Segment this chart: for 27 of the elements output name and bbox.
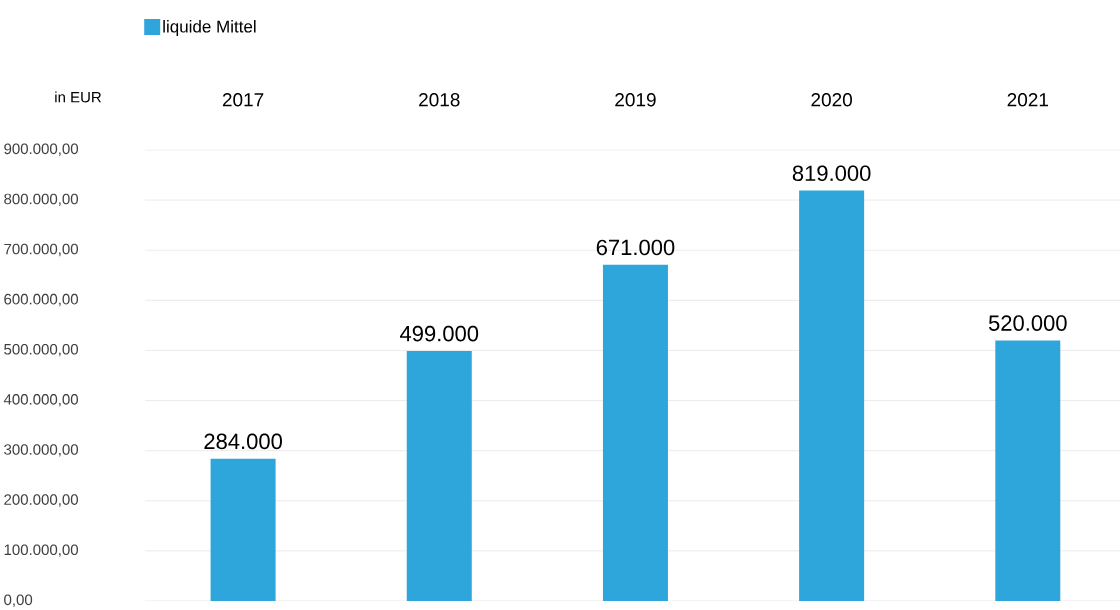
legend-label: liquide Mittel [163, 20, 256, 36]
y-tick-label: 500.000,00 [4, 343, 79, 357]
x-tick-label: 2018 [419, 93, 460, 107]
y-tick-label: 300.000,00 [4, 444, 79, 457]
y-tick-label: 700.000,00 [4, 243, 79, 257]
x-tick-label: 2017 [222, 93, 264, 107]
bar [799, 190, 865, 601]
data-label: 284.000 [204, 433, 282, 450]
bar [602, 264, 668, 601]
x-tick-label: 2021 [1007, 93, 1048, 107]
y-axis-title: in EUR [55, 91, 102, 103]
data-label: 499.000 [400, 325, 479, 342]
bar [406, 350, 472, 601]
bar [995, 340, 1061, 601]
data-label: 671.000 [596, 239, 675, 256]
y-tick-label: 200.000,00 [4, 494, 79, 507]
y-tick-label: 0,00 [4, 594, 33, 607]
x-tick-label: 2020 [811, 93, 852, 107]
data-label: 520.000 [988, 315, 1067, 331]
y-tick-label: 600.000,00 [4, 293, 79, 307]
y-tick-label: 800.000,00 [4, 193, 79, 207]
y-tick-label: 400.000,00 [3, 394, 79, 407]
y-tick-label: 100.000,00 [4, 544, 79, 557]
x-tick-label: 2019 [615, 93, 656, 107]
bar [210, 458, 276, 601]
y-tick-label: 900.000,00 [4, 143, 79, 156]
data-label: 819.000 [792, 165, 871, 182]
